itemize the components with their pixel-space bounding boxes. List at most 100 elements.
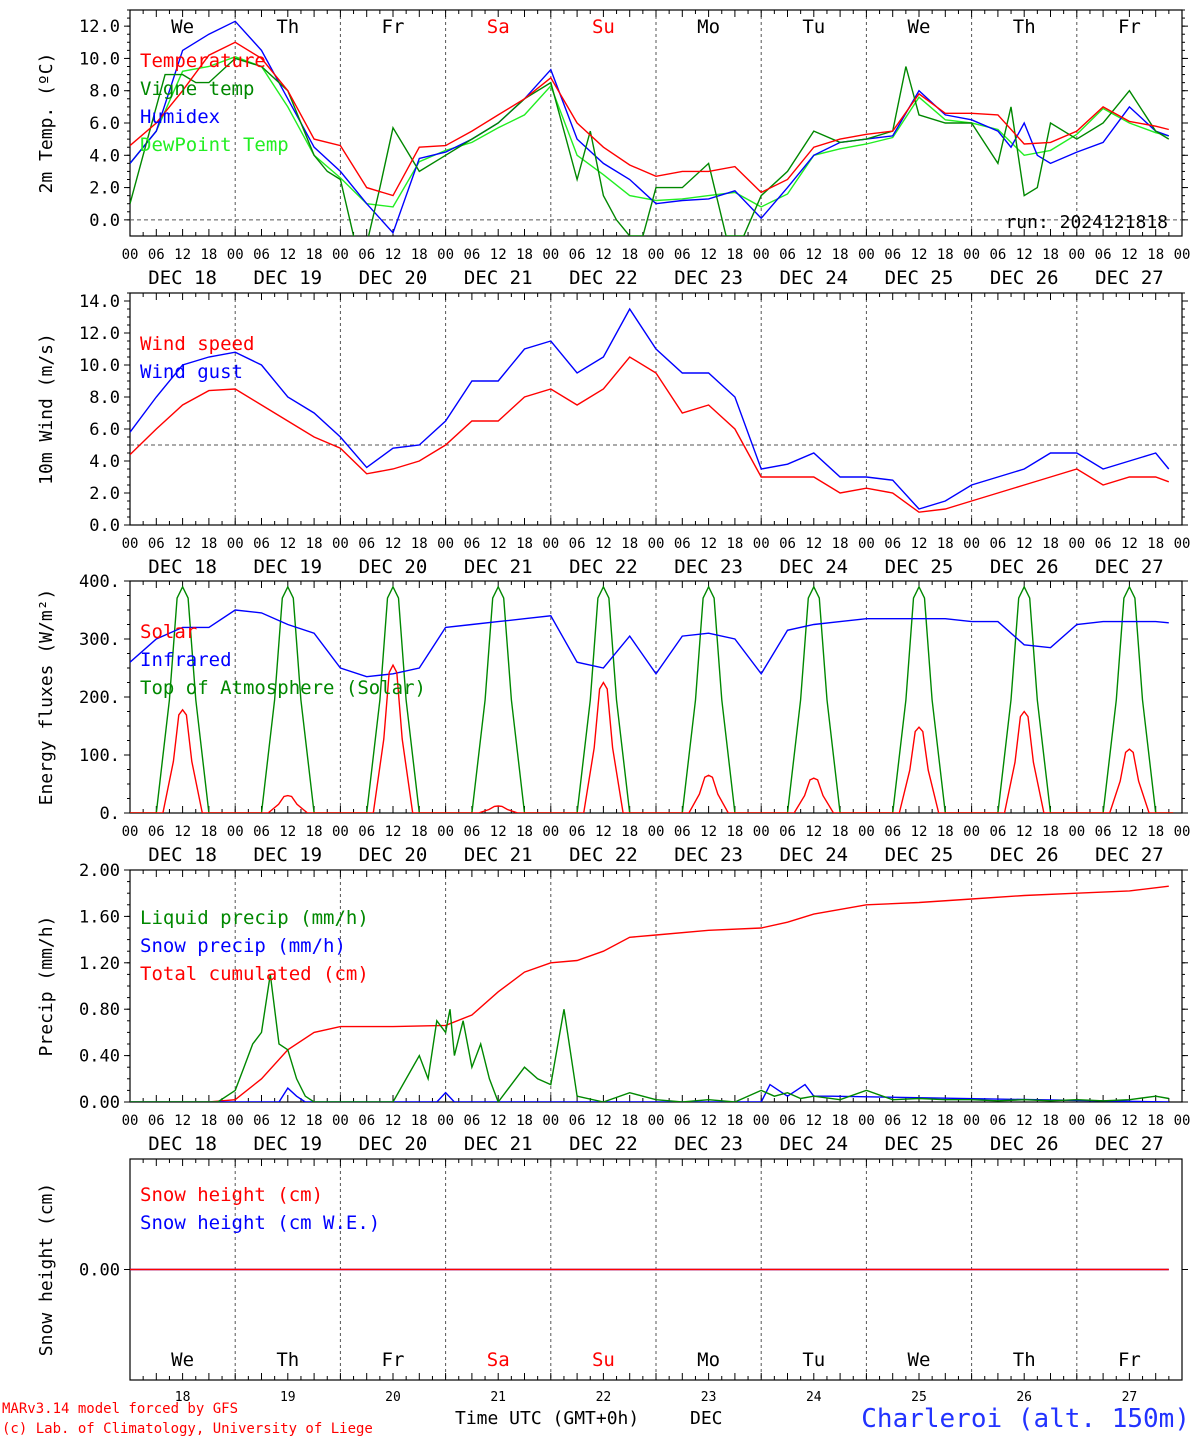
hour-label: 12	[700, 536, 717, 552]
hour-label: 06	[358, 247, 375, 263]
hour-label: 18	[726, 1113, 743, 1129]
hour-label: 06	[253, 536, 270, 552]
hour-label: 06	[779, 1113, 796, 1129]
date-label: DEC 18	[148, 844, 217, 866]
hour-label: 06	[779, 536, 796, 552]
date-label: DEC 23	[674, 1133, 743, 1155]
hour-label: 00	[542, 1113, 559, 1129]
hour-label: 00	[963, 824, 980, 840]
date-label: DEC 23	[674, 556, 743, 578]
y-tick-label: 12.0	[79, 17, 120, 37]
y-tick-label: 4.0	[89, 452, 120, 472]
hour-label: 12	[174, 1113, 191, 1129]
hour-label: 18	[621, 824, 638, 840]
hour-label: 00	[1068, 824, 1085, 840]
day-number: 25	[911, 1390, 927, 1405]
day-name: Fr	[1118, 16, 1141, 38]
date-label: DEC 22	[569, 1133, 638, 1155]
hour-label: 00	[437, 1113, 454, 1129]
hour-label: 12	[1121, 247, 1138, 263]
hour-label: 18	[621, 247, 638, 263]
y-tick-label: 100.	[79, 746, 120, 766]
y-tick-label: 14.0	[79, 292, 120, 312]
hour-label: 12	[700, 824, 717, 840]
hour-label: 00	[122, 536, 139, 552]
day-number: 26	[1016, 1390, 1032, 1405]
day-number: 23	[701, 1390, 717, 1405]
y-tick-label: 400.	[79, 572, 120, 592]
y-tick-label: 0.0	[89, 516, 120, 536]
hour-label: 12	[490, 247, 507, 263]
hour-label: 12	[911, 536, 928, 552]
hour-label: 06	[148, 824, 165, 840]
hour-label: 18	[411, 824, 428, 840]
date-label: DEC 25	[885, 1133, 954, 1155]
hour-label: 18	[726, 247, 743, 263]
hour-label: 06	[148, 1113, 165, 1129]
hour-label: 00	[858, 247, 875, 263]
hour-label: 00	[122, 1113, 139, 1129]
lab-credit: (c) Lab. of Climatology, University of L…	[2, 1421, 373, 1437]
hour-label: 06	[779, 824, 796, 840]
hour-label: 06	[253, 824, 270, 840]
day-name: Tu	[802, 1349, 825, 1371]
legend-entry: Snow height (cm)	[140, 1184, 323, 1206]
hour-label: 00	[648, 247, 665, 263]
hour-label: 18	[200, 1113, 217, 1129]
day-name: Mo	[697, 16, 720, 38]
y-tick-label: 12.0	[79, 324, 120, 344]
hour-label: 12	[595, 247, 612, 263]
date-label: DEC 20	[359, 556, 428, 578]
hour-label: 00	[332, 247, 349, 263]
day-name: Sa	[487, 16, 510, 38]
hour-label: 06	[1095, 247, 1112, 263]
hour-label: 00	[437, 247, 454, 263]
hour-label: 06	[989, 1113, 1006, 1129]
date-label: DEC 21	[464, 844, 533, 866]
hour-label: 12	[911, 1113, 928, 1129]
legend-entry: Total cumulated (cm)	[140, 963, 369, 985]
hour-label: 12	[279, 824, 296, 840]
date-label: DEC 26	[990, 556, 1059, 578]
hour-label: 12	[174, 536, 191, 552]
hour-label: 18	[1042, 536, 1059, 552]
hour-label: 00	[122, 247, 139, 263]
hour-label: 18	[1147, 247, 1164, 263]
hour-label: 00	[332, 824, 349, 840]
y-tick-label: 0.0	[89, 211, 120, 231]
hour-label: 18	[200, 247, 217, 263]
hour-label: 06	[884, 536, 901, 552]
date-label: DEC 19	[253, 844, 322, 866]
hour-label: 06	[569, 824, 586, 840]
hour-label: 12	[279, 247, 296, 263]
hour-label: 06	[674, 536, 691, 552]
day-number: 20	[385, 1390, 401, 1405]
series-group	[130, 307, 1170, 513]
day-name: Mo	[697, 1349, 720, 1371]
hour-label: 06	[1095, 824, 1112, 840]
hour-label: 06	[463, 247, 480, 263]
hour-label: 12	[805, 536, 822, 552]
series-line	[130, 57, 1170, 236]
hour-label: 12	[1016, 824, 1033, 840]
hour-label: 00	[858, 824, 875, 840]
hour-label: 06	[1095, 536, 1112, 552]
y-axis-label: Precip (mm/h)	[36, 916, 57, 1057]
hour-label: 18	[306, 247, 323, 263]
date-label: DEC 21	[464, 1133, 533, 1155]
series-line	[130, 307, 1170, 510]
hour-label: 18	[937, 1113, 954, 1129]
day-name: Su	[592, 16, 615, 38]
y-tick-label: 2.0	[89, 484, 120, 504]
hour-label: 00	[437, 824, 454, 840]
date-label: DEC 18	[148, 267, 217, 289]
hour-label: 18	[306, 1113, 323, 1129]
hour-label: 00	[542, 824, 559, 840]
location-label: Charleroi (alt. 150m)	[861, 1404, 1190, 1434]
series-group	[130, 885, 1169, 1102]
legend-entry: Humidex	[140, 106, 220, 128]
hour-label: 12	[1016, 1113, 1033, 1129]
hour-label: 00	[227, 536, 244, 552]
hour-label: 00	[437, 536, 454, 552]
